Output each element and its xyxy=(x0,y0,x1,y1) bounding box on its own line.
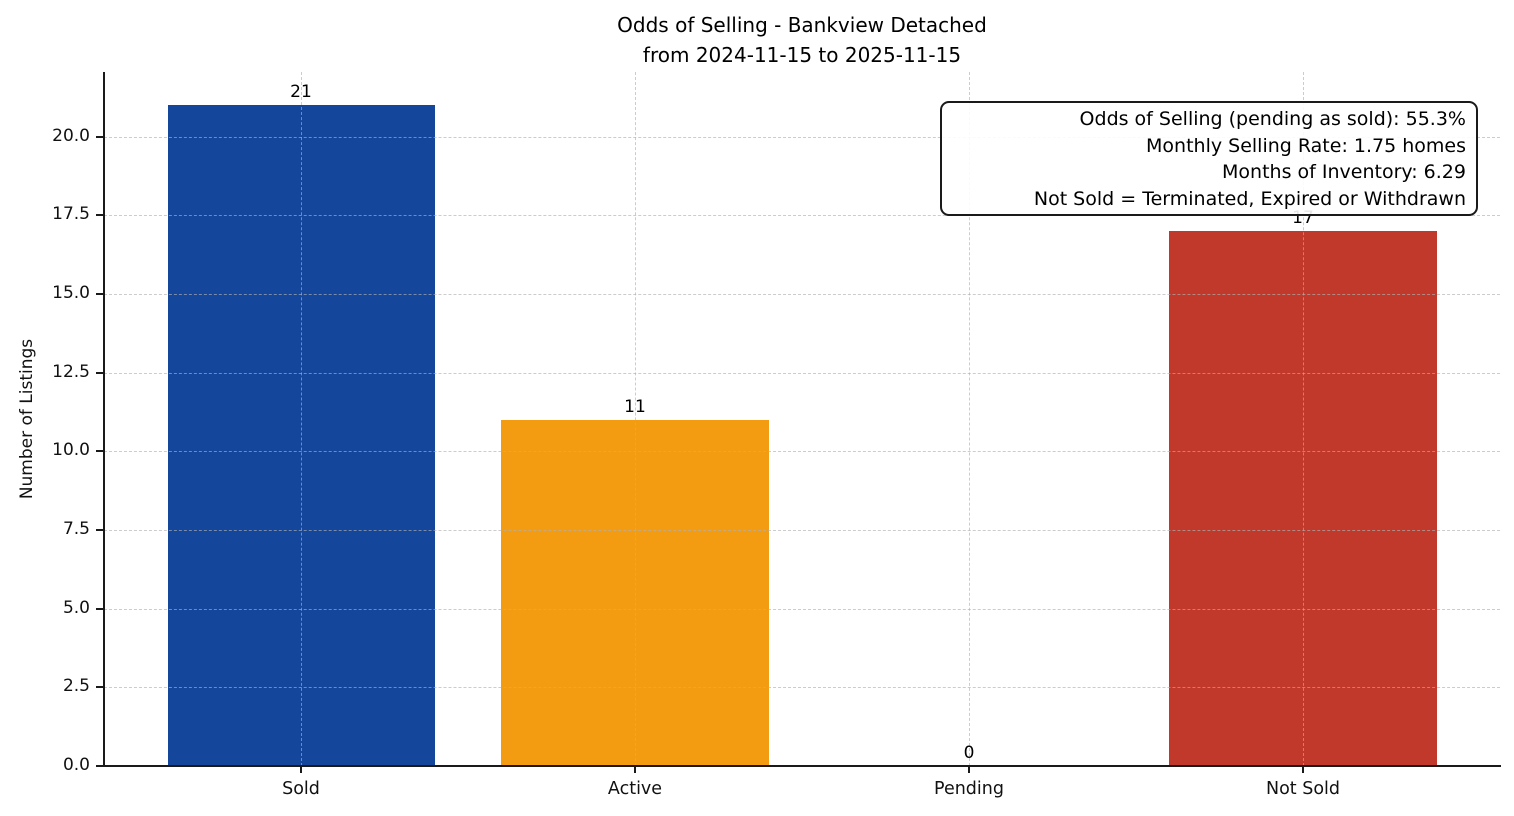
x-tick-mark xyxy=(1302,766,1304,773)
left-spine xyxy=(103,72,105,767)
x-tick-label-active: Active xyxy=(607,779,663,799)
y-tick-mark xyxy=(96,607,104,610)
y-tick-mark xyxy=(96,528,104,531)
x-tick-mark xyxy=(968,766,970,773)
chart-subtitle: from 2024-11-15 to 2025-11-15 xyxy=(642,43,962,67)
title-block: Odds of Selling - Bankview Detached from… xyxy=(104,10,1500,70)
y-tick-label: 10.0 xyxy=(52,440,90,461)
y-tick-mark xyxy=(96,371,104,374)
annotation-box: Odds of Selling (pending as sold): 55.3%… xyxy=(940,101,1478,216)
bottom-spine xyxy=(103,765,1501,767)
gridline-horizontal xyxy=(104,451,1500,453)
gridline-vertical xyxy=(969,72,970,766)
annotation-line-odds: Odds of Selling (pending as sold): 55.3% xyxy=(1079,108,1466,130)
gridline-horizontal xyxy=(104,215,1500,217)
bar-value-label-active: 11 xyxy=(624,396,646,417)
bar-active xyxy=(501,419,769,766)
y-tick-mark xyxy=(96,214,104,217)
y-tick-mark xyxy=(96,135,104,138)
gridline-horizontal xyxy=(104,293,1500,295)
chart-title: Odds of Selling - Bankview Detached xyxy=(617,13,987,37)
y-tick-label: 12.5 xyxy=(52,361,90,382)
x-tick-mark xyxy=(300,766,302,773)
y-tick-mark xyxy=(96,765,104,767)
x-tick-label-pending: Pending xyxy=(934,779,1004,799)
y-tick-mark xyxy=(96,686,104,689)
x-tick-label-not-sold: Not Sold xyxy=(1265,779,1340,799)
bar-not-sold xyxy=(1169,230,1437,766)
y-tick-label: 7.5 xyxy=(62,518,90,539)
annotation-line-monthly-rate: Monthly Selling Rate: 1.75 homes xyxy=(1146,134,1466,157)
annotation-line-inventory: Months of Inventory: 6.29 xyxy=(1222,161,1466,183)
gridline-vertical xyxy=(635,72,636,766)
gridline-vertical xyxy=(1303,72,1304,766)
y-tick-label: 2.5 xyxy=(62,676,90,697)
gridline-vertical xyxy=(301,72,302,766)
annotation-line-not-sold-note: Not Sold = Terminated, Expired or Withdr… xyxy=(1033,187,1466,210)
gridline-horizontal xyxy=(104,687,1500,689)
plot-area: 0.0 2.5 5.0 7.5 10.0 12.5 15.0 17.5 20.0 21 Sold 11… xyxy=(52,72,1501,799)
x-tick-label-sold: Sold xyxy=(282,779,320,799)
y-tick-label: 20.0 xyxy=(52,125,90,146)
gridline-horizontal xyxy=(104,529,1500,531)
y-tick-label: 5.0 xyxy=(62,597,90,618)
bar-value-label-sold: 21 xyxy=(290,82,312,102)
y-tick-label: 15.0 xyxy=(52,282,90,303)
gridline-horizontal xyxy=(104,372,1500,374)
bar-value-label-pending: 0 xyxy=(963,743,975,763)
y-tick-mark xyxy=(96,450,104,453)
x-tick-mark xyxy=(634,766,636,773)
y-tick-label: 17.5 xyxy=(52,204,90,225)
gridline-horizontal xyxy=(104,608,1500,610)
gridline-horizontal xyxy=(104,136,1500,138)
y-tick-mark xyxy=(96,292,104,295)
y-tick-label: 0.0 xyxy=(62,755,90,775)
